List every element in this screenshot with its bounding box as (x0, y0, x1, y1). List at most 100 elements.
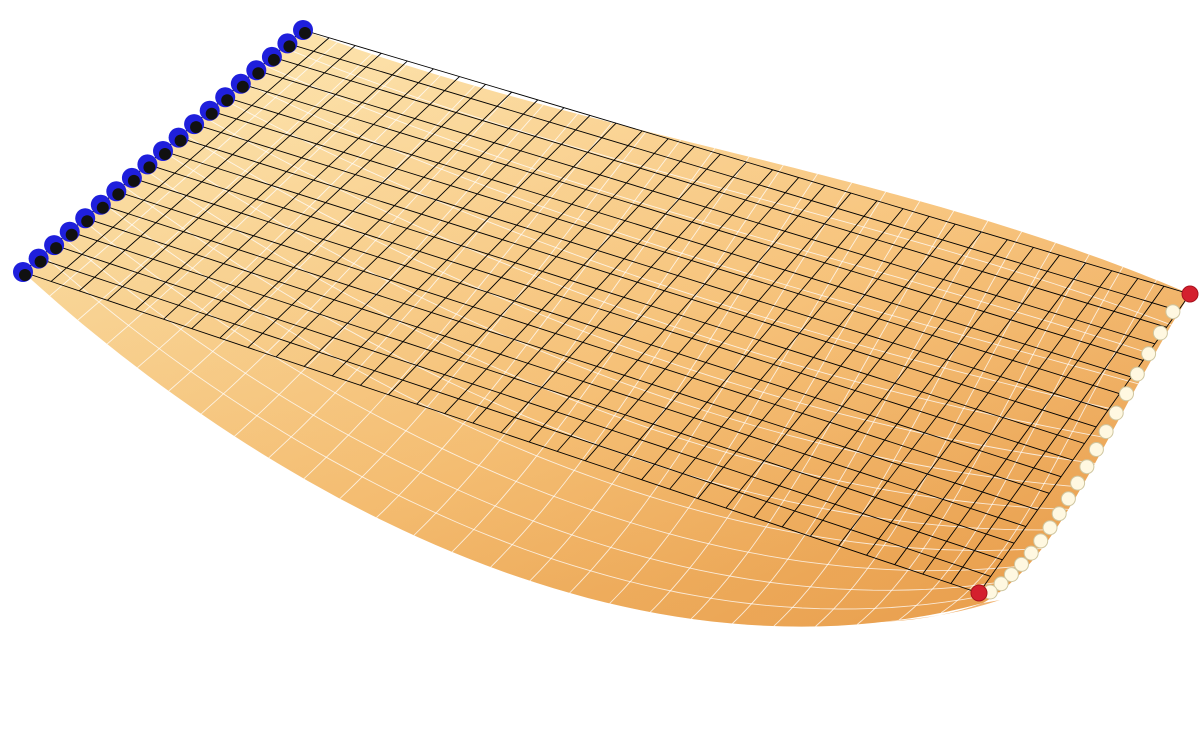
mesh-column-line (331, 115, 591, 377)
corner-marker (1181, 285, 1199, 303)
surface-grid-line-u (451, 156, 750, 553)
mesh-column-line (613, 192, 852, 471)
mesh-column-line (50, 37, 330, 282)
mesh-column-line (303, 107, 565, 367)
surface-grid-line-u (49, 41, 338, 297)
surface-grid-line-u (773, 231, 1023, 627)
mesh-column-line (585, 184, 826, 462)
mesh-column-line (866, 262, 1087, 556)
free-edge-nodes (982, 304, 1181, 600)
mesh-column-line (388, 130, 643, 396)
fixed-support-node-core (112, 188, 125, 201)
mesh-column-line (894, 270, 1113, 565)
mesh-column-line (753, 231, 982, 518)
free-edge-node (1119, 386, 1134, 402)
surface-grid-line-u (609, 191, 887, 604)
fixed-support-node-core (205, 107, 218, 120)
free-edge-node (1051, 506, 1067, 522)
mesh-column-line (725, 223, 956, 509)
free-edge-node (1152, 325, 1168, 341)
free-edge-node (1070, 475, 1086, 491)
fixed-support-nodes (13, 20, 313, 282)
surface-grid-line-u (490, 165, 784, 568)
mesh-column-line (444, 146, 695, 414)
corner-markers (970, 285, 1199, 602)
mesh-column-line (950, 285, 1165, 584)
mesh-column-line (107, 52, 382, 301)
mesh-column-line (556, 177, 800, 452)
fixed-support-node-core (143, 161, 156, 174)
surface-grid-line-u (106, 64, 407, 345)
mesh-column-line (135, 60, 408, 311)
mesh-column-line (219, 84, 486, 339)
mesh-column-line (641, 200, 878, 480)
fixed-support-node-core (174, 134, 187, 147)
surface-grid-line-u (200, 95, 510, 415)
fixed-support-node-core (50, 242, 63, 255)
fixed-support-node-core (283, 40, 296, 53)
mesh-column-line (922, 278, 1139, 575)
surface-grid-line-u (234, 104, 544, 437)
surface-grid-line-u (649, 200, 921, 613)
free-edge-node (993, 576, 1009, 592)
surface-grid-line-u (268, 113, 578, 459)
surface-grid-line-u (857, 254, 1090, 625)
fixed-support-node-core (81, 215, 94, 228)
mesh-column-line (978, 293, 1191, 594)
free-edge-node (1003, 567, 1019, 583)
fixed-support-node-core (299, 27, 311, 39)
fixed-support-node-core (127, 174, 140, 187)
surface-grid-line-u (339, 131, 647, 499)
mesh-column-line (163, 68, 434, 320)
fixed-support-node-core (252, 67, 265, 80)
mesh-column-line (360, 122, 617, 386)
mesh-column-line (191, 76, 460, 329)
mesh-column-line (781, 239, 1008, 528)
free-edge-node (1023, 545, 1039, 561)
surface-grid-line-u (168, 85, 475, 392)
fixed-support-node-core (236, 80, 249, 93)
fixed-support-node-core (190, 121, 203, 134)
fixed-support-node-core (65, 228, 78, 241)
surface-grid-line-u (77, 53, 372, 321)
mesh-column-line (472, 153, 721, 424)
fixed-support-node-core (267, 53, 280, 66)
mesh-column-line (528, 169, 773, 443)
surface-grid-line-u (732, 220, 989, 624)
free-edge-node (1060, 491, 1076, 507)
fixed-support-node-core (34, 255, 47, 268)
surface-grid-line-u (815, 242, 1056, 627)
surface-grid-layer (42, 41, 1172, 627)
mesh-column-line (247, 91, 513, 348)
free-edge-node (1014, 556, 1029, 572)
surface-grid-line-u (690, 210, 955, 620)
mesh-column-line (500, 161, 747, 433)
free-edge-node (1088, 442, 1104, 457)
surface-grid-line-u (137, 75, 441, 369)
fixed-support-node-core (159, 148, 171, 160)
free-edge-node (1165, 304, 1181, 320)
free-edge-node (1033, 533, 1049, 549)
fixed-support-node-core (19, 269, 31, 281)
surface-grid-line-u (413, 148, 716, 536)
free-edge-node (1042, 520, 1058, 536)
corner-marker (970, 584, 988, 602)
surface-grid-line-u (940, 279, 1157, 614)
mesh-column-line (809, 247, 1034, 537)
free-edge-node (1141, 346, 1157, 362)
surface-grid-line-u (569, 182, 853, 594)
fixed-support-node-core (221, 94, 234, 107)
free-edge-node (1108, 405, 1124, 421)
free-edge-node (1098, 424, 1114, 440)
fixed-support-node-core (96, 201, 109, 214)
mesh-column-line (416, 138, 669, 405)
mesh-column-line (838, 254, 1060, 547)
surface-grid-line-u (376, 139, 681, 518)
free-edge-node (1129, 366, 1145, 382)
surface-grid-line-u (303, 122, 613, 480)
free-edge-node (1079, 459, 1095, 475)
mesh-column-line (669, 208, 904, 490)
mesh-column-line (78, 45, 356, 292)
